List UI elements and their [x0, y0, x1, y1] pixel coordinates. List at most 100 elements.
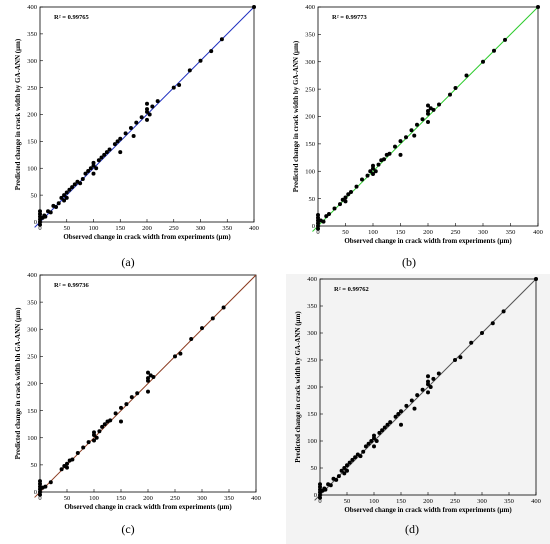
data-point [75, 450, 80, 455]
data-point [151, 374, 156, 379]
x-tick-label: 400 [251, 495, 261, 502]
r-squared-label: R² = 0.99773 [332, 14, 367, 21]
x-tick-label: 300 [197, 495, 207, 502]
y-tick-label: 350 [27, 299, 37, 306]
data-point [316, 224, 320, 228]
data-point [342, 466, 347, 470]
data-point [86, 168, 91, 173]
data-point [80, 177, 85, 181]
data-point [219, 37, 224, 42]
x-tick-label: 400 [531, 498, 541, 505]
data-point [131, 134, 136, 138]
y-tick-label: 400 [27, 4, 37, 11]
x-tick-label: 300 [196, 225, 206, 232]
data-point [501, 309, 506, 314]
x-tick-label: 200 [423, 498, 433, 505]
data-point [372, 444, 376, 449]
y-axis-title: Predicted change in crack width by GA-AN… [14, 38, 22, 190]
x-tick-label: 350 [506, 229, 516, 236]
x-tick-label: 400 [533, 229, 543, 236]
y-tick-label: 400 [27, 272, 37, 279]
y-tick-label: 400 [305, 4, 315, 11]
data-point [198, 58, 203, 63]
y-tick-label: 250 [27, 85, 37, 92]
data-point [62, 193, 67, 198]
data-point [150, 104, 155, 109]
data-point [118, 136, 123, 141]
y-tick-label: 0 [34, 219, 37, 226]
data-point [316, 218, 320, 223]
data-point [426, 111, 430, 116]
data-point [371, 166, 375, 171]
data-point [354, 184, 359, 189]
y-tick-label: 150 [307, 411, 317, 418]
data-point [415, 393, 420, 398]
y-tick-label: 150 [305, 141, 315, 148]
x-axis-title: Observed change in crack width from expe… [64, 503, 232, 511]
data-point [374, 439, 379, 443]
x-tick-label: 0 [38, 495, 41, 502]
data-point [334, 477, 339, 482]
r-squared-label: R² = 0.99765 [54, 14, 89, 21]
data-point [369, 439, 374, 443]
data-point [107, 147, 112, 152]
data-point [173, 354, 177, 359]
data-point [146, 389, 150, 394]
y-tick-label: 350 [305, 32, 315, 39]
y-tick-label: 350 [307, 303, 317, 310]
data-point [92, 438, 96, 443]
data-point [59, 467, 64, 472]
data-point [349, 190, 353, 195]
data-point [113, 411, 118, 416]
data-point [426, 374, 430, 379]
y-tick-label: 250 [27, 354, 37, 361]
data-point [104, 150, 109, 155]
y-tick-label: 300 [27, 326, 37, 333]
data-point [503, 37, 507, 42]
data-point [70, 185, 75, 190]
data-point [67, 187, 72, 192]
data-point [342, 471, 347, 476]
data-point [346, 192, 351, 197]
data-point [56, 201, 61, 206]
y-tick-label: 200 [307, 384, 317, 391]
data-point [469, 340, 474, 345]
data-point [43, 484, 48, 489]
x-tick-label: 100 [369, 498, 379, 505]
data-point [48, 480, 53, 485]
data-point [200, 326, 204, 331]
data-point [398, 152, 403, 157]
data-point [368, 169, 373, 174]
data-point [396, 412, 401, 416]
data-point [128, 125, 133, 130]
data-point [99, 155, 104, 160]
y-tick-label: 0 [312, 223, 315, 230]
data-point [112, 142, 117, 147]
data-point [83, 171, 88, 176]
y-tick-label: 250 [307, 357, 317, 364]
x-tick-label: 0 [318, 498, 321, 505]
x-tick-label: 200 [142, 225, 152, 232]
data-point [94, 435, 99, 440]
data-point [336, 474, 341, 479]
data-point [145, 101, 149, 106]
data-point [177, 82, 182, 87]
data-point [102, 152, 107, 157]
data-point [210, 316, 215, 321]
data-point [252, 5, 256, 9]
panel-label: (b) [402, 255, 416, 269]
x-tick-label: 350 [222, 225, 232, 232]
y-tick-label: 300 [307, 330, 317, 337]
data-point [412, 406, 417, 411]
y-tick-label: 100 [305, 168, 315, 175]
panel-label: (a) [121, 255, 134, 269]
data-point [316, 215, 320, 220]
data-point [490, 321, 495, 326]
data-point [124, 402, 129, 407]
data-point [129, 395, 134, 400]
data-point [480, 331, 484, 335]
x-tick-label: 100 [89, 495, 99, 502]
data-point [350, 457, 355, 462]
data-point [492, 48, 496, 53]
data-point [372, 433, 376, 438]
